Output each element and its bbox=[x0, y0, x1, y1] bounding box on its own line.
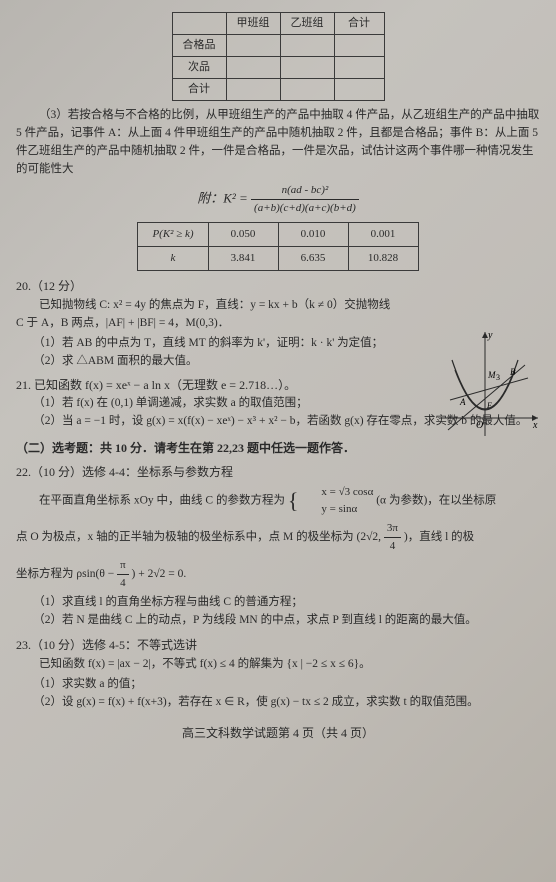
q23-number: 23.（10 分）选修 4-5：不等式选讲 bbox=[16, 636, 540, 655]
classification-table: 甲班组 乙班组 合计 合格品 次品 合计 bbox=[172, 12, 385, 101]
t1-h0 bbox=[172, 13, 226, 35]
point-m-label: M bbox=[487, 370, 496, 380]
t2-r1: 3.841 bbox=[208, 246, 278, 270]
t2-h0: P(K² ≥ k) bbox=[138, 222, 208, 246]
graph-svg: x y O M 3 A B F bbox=[430, 330, 540, 440]
axis-x-label: x bbox=[532, 420, 538, 431]
brace-icon: { bbox=[288, 488, 299, 513]
k2-formula: 附：K² = n(ad - bc)² (a+b)(c+d)(a+c)(b+d) bbox=[16, 182, 540, 217]
q23-sub2: （2）设 g(x) = f(x) + f(x+3)，若存在 x ∈ R，使 g(… bbox=[33, 694, 540, 712]
q22-sub2: （2）若 N 是曲线 C 上的动点，P 为线段 MN 的中点，求点 P 到直线 … bbox=[33, 612, 540, 630]
q22-py: y = sinα bbox=[298, 501, 373, 518]
t1-r2c0: 合计 bbox=[172, 79, 226, 101]
point-b-label: B bbox=[510, 367, 516, 377]
t2-r0: k bbox=[138, 246, 208, 270]
t1-r0c0: 合格品 bbox=[172, 35, 226, 57]
q20-sub1: （1）若 AB 的中点为 T，直线 MT 的斜率为 k'，证明：k · k' 为… bbox=[33, 335, 396, 353]
q22-line3: 坐标方程为 ρsin(θ − π4 ) + 2√2 = 0. bbox=[16, 557, 540, 592]
section-2-title: （二）选考题：共 10 分．请考生在第 22,23 题中任选一题作答． bbox=[16, 439, 540, 458]
point-f-label: F bbox=[486, 401, 492, 410]
t1-r1c1 bbox=[226, 57, 280, 79]
q22-text-e: 坐标方程为 ρsin(θ − bbox=[16, 568, 117, 580]
q22-text-b: (α 为参数)，在以坐标原 bbox=[376, 495, 496, 507]
q22-line2: 点 O 为极点，x 轴的正半轴为极轴的极坐标系中，点 M 的极坐标为 (2√2,… bbox=[16, 520, 540, 555]
q22-line1: 在平面直角坐标系 xOy 中，曲线 C 的参数方程为 { x = √3 cosα… bbox=[16, 484, 540, 518]
q22-text-c: 点 O 为极点，x 轴的正半轴为极轴的极坐标系中，点 M 的极坐标为 (2√2, bbox=[16, 531, 381, 543]
q22-f1d: 4 bbox=[384, 538, 401, 555]
t1-r1c0: 次品 bbox=[172, 57, 226, 79]
t1-h2: 乙班组 bbox=[280, 13, 334, 35]
k2-label: 附：K² = bbox=[197, 191, 248, 206]
q22-text-f: ) + 2√2 = 0. bbox=[132, 568, 187, 580]
q22-text-d: )，直线 l 的极 bbox=[404, 531, 474, 543]
t1-h1: 甲班组 bbox=[226, 13, 280, 35]
q22-px: x = √3 cosα bbox=[298, 484, 373, 501]
t1-r0c3 bbox=[334, 35, 384, 57]
q22-number: 22.（10 分）选修 4-4：坐标系与参数方程 bbox=[16, 463, 540, 482]
q22-sub1: （1）求直线 l 的直角坐标方程与曲线 C 的普通方程； bbox=[33, 594, 540, 612]
t2-r2: 6.635 bbox=[278, 246, 348, 270]
q22-f2d: 4 bbox=[117, 575, 129, 592]
t1-r2c1 bbox=[226, 79, 280, 101]
t2-h3: 0.001 bbox=[348, 222, 418, 246]
parabola-graph: x y O M 3 A B F bbox=[430, 330, 540, 440]
t2-r3: 10.828 bbox=[348, 246, 418, 270]
q22-f2n: π bbox=[117, 557, 129, 575]
t1-h3: 合计 bbox=[334, 13, 384, 35]
q23-sub1: （1）求实数 a 的值； bbox=[33, 676, 540, 694]
q20-number: 20.（12 分） bbox=[16, 277, 540, 296]
t1-r2c2 bbox=[280, 79, 334, 101]
k2-den: (a+b)(c+d)(a+c)(b+d) bbox=[251, 200, 359, 217]
axis-y-label: y bbox=[487, 330, 493, 341]
k2-num: n(ad - bc)² bbox=[251, 182, 359, 200]
origin-label: O bbox=[476, 420, 483, 431]
t1-r0c2 bbox=[280, 35, 334, 57]
t2-h2: 0.010 bbox=[278, 222, 348, 246]
q23-text: 已知函数 f(x) = |ax − 2|，不等式 f(x) ≤ 4 的解集为 {… bbox=[16, 656, 540, 674]
paragraph-3: （3）若按合格与不合格的比例，从甲班组生产的产品中抽取 4 件产品，从乙班组生产… bbox=[16, 107, 540, 178]
t1-r0c1 bbox=[226, 35, 280, 57]
t1-r1c2 bbox=[280, 57, 334, 79]
page-footer: 高三文科数学试题第 4 页（共 4 页） bbox=[16, 724, 540, 743]
k2-critical-table: P(K² ≥ k) 0.050 0.010 0.001 k 3.841 6.63… bbox=[137, 222, 418, 271]
q20-text: 已知抛物线 C: x² = 4y 的焦点为 F，直线：y = kx + b（k … bbox=[16, 297, 396, 333]
t1-r2c3 bbox=[334, 79, 384, 101]
q20-sub2: （2）求 △ABM 面积的最大值。 bbox=[33, 353, 396, 371]
point-a-label: A bbox=[459, 397, 466, 407]
q22-f1n: 3π bbox=[384, 520, 401, 538]
q22-text-a: 在平面直角坐标系 xOy 中，曲线 C 的参数方程为 bbox=[39, 495, 285, 507]
t2-h1: 0.050 bbox=[208, 222, 278, 246]
m-y-value: 3 bbox=[496, 373, 500, 382]
t1-r1c3 bbox=[334, 57, 384, 79]
